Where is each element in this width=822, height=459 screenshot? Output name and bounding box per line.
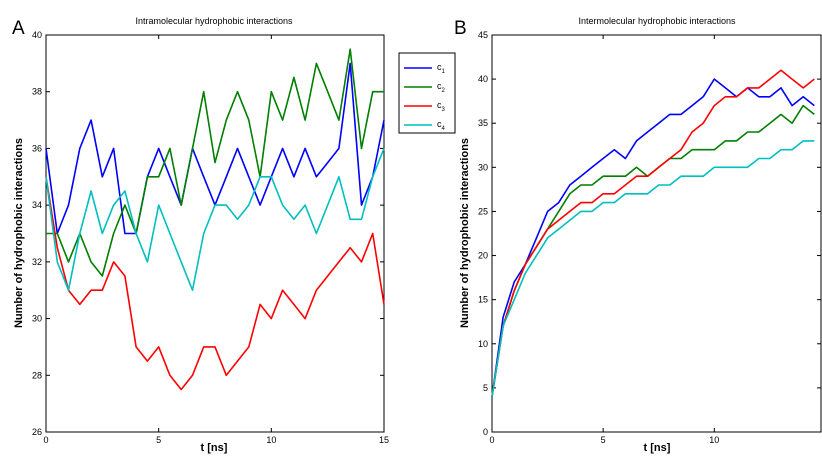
panel-a-ticks: 0 5 10 15 26 28 30 32 34 36 38 40 xyxy=(32,30,389,445)
panel-b-ytick-label: 30 xyxy=(478,162,488,172)
panel-b-xtick-label: 0 xyxy=(489,435,494,445)
panel-a-xtick-label: 0 xyxy=(43,435,48,445)
panel-b-ytick-label: 35 xyxy=(478,118,488,128)
legend-label-c4: c4 xyxy=(437,119,446,132)
legend-label-base: c xyxy=(437,62,442,72)
panel-b-series-c1 xyxy=(491,78,815,397)
panel-b-ytick-label: 0 xyxy=(483,427,488,437)
panel-a: A Intramolecular hydrophobic interaction… xyxy=(12,16,389,454)
panel-a-xtick-label: 5 xyxy=(156,435,161,445)
legend-label-subscript: 3 xyxy=(442,107,446,113)
panel-a-ytick-label: 36 xyxy=(32,143,42,153)
panel-letter-a: A xyxy=(12,18,25,39)
panel-b-title: Intermolecular hydrophobic interactions xyxy=(578,16,736,26)
panel-a-ytick-label: 40 xyxy=(32,30,42,40)
panel-a-ylabel: Number of hydrophobic interactions xyxy=(13,138,25,328)
panel-b-ytick-label: 40 xyxy=(478,74,488,84)
panel-b-xtick-label: 5 xyxy=(601,435,606,445)
legend-label-subscript: 1 xyxy=(442,69,446,75)
panel-a-series-c2 xyxy=(46,48,384,277)
panel-a-ytick-label: 28 xyxy=(32,370,42,380)
panel-letter-b: B xyxy=(454,18,467,39)
panel-a-ytick-label: 32 xyxy=(32,257,42,267)
panel-a-series-c4 xyxy=(45,148,385,292)
panel-a-ytick-label: 30 xyxy=(32,314,42,324)
legend-label-subscript: 4 xyxy=(442,126,446,132)
panel-b-ytick-label: 45 xyxy=(478,30,488,40)
panel-a-ytick-label: 34 xyxy=(32,200,42,210)
panel-a-ytick-label: 38 xyxy=(32,87,42,97)
panel-b-ticks: 0 5 10 0 5 10 15 20 25 30 35 40 45 xyxy=(478,30,821,445)
panel-b: B Intermolecular hydrophobic interaction… xyxy=(454,16,822,454)
legend-label-c1: c1 xyxy=(437,62,446,75)
legend-label-subscript: 2 xyxy=(442,88,446,94)
panel-a-xlabel: t [ns] xyxy=(201,442,228,454)
legend-label-base: c xyxy=(437,119,442,129)
panel-b-axes-box xyxy=(491,34,822,433)
panel-b-ytick-label: 5 xyxy=(483,383,488,393)
panel-b-ytick-label: 15 xyxy=(478,295,488,305)
panel-b-ytick-label: 25 xyxy=(478,206,488,216)
panel-a-ytick-label: 26 xyxy=(32,427,42,437)
panel-a-series xyxy=(45,48,385,391)
panel-b-ylabel: Number of hydrophobic interactions xyxy=(459,138,471,328)
panel-b-xlabel: t [ns] xyxy=(644,442,671,454)
panel-b-xtick-label: 10 xyxy=(709,435,719,445)
panel-b-series-c4 xyxy=(491,140,815,397)
legend-box xyxy=(398,52,456,134)
legend-label-c2: c2 xyxy=(437,81,446,94)
panel-b-series xyxy=(491,69,815,397)
panel-b-ytick-label: 20 xyxy=(478,251,488,261)
panel-a-xtick-label: 10 xyxy=(266,435,276,445)
legend-label-c3: c3 xyxy=(437,100,446,113)
legend-label-base: c xyxy=(437,100,442,110)
panel-a-axes-box xyxy=(45,34,385,433)
panel-a-series-c3 xyxy=(45,176,385,391)
panel-a-title: Intramolecular hydrophobic interactions xyxy=(135,16,293,26)
legend-label-base: c xyxy=(437,81,442,91)
panel-b-series-c3 xyxy=(491,69,815,397)
panel-a-xtick-label: 15 xyxy=(379,435,389,445)
panel-b-ytick-label: 10 xyxy=(478,339,488,349)
